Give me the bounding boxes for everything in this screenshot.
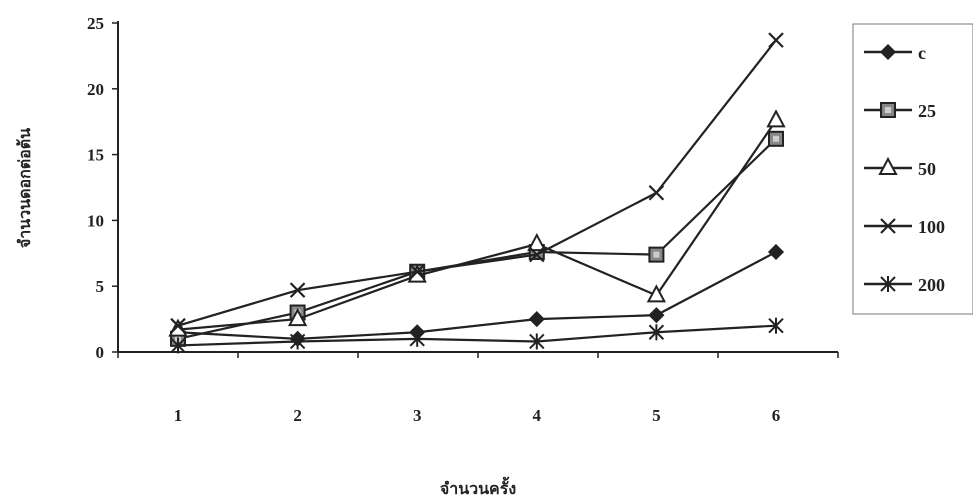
data-point — [287, 307, 308, 327]
series-line — [177, 251, 777, 340]
data-point — [768, 317, 784, 334]
x-tick-label: 3 — [413, 406, 422, 425]
data-point — [409, 330, 425, 347]
y-tick-label: 5 — [96, 277, 105, 296]
legend-label: 25 — [918, 101, 936, 121]
x-tick-label: 5 — [652, 406, 661, 425]
data-point — [648, 324, 665, 341]
x-tick-label: 6 — [772, 406, 781, 425]
x-axis-title: จำนวนครั้ง — [440, 476, 516, 498]
series-line — [177, 324, 777, 347]
data-point — [529, 246, 545, 263]
series-line — [177, 138, 777, 340]
y-tick-label: 20 — [87, 80, 104, 99]
data-point — [289, 282, 306, 298]
data-point — [768, 130, 784, 147]
data-point — [768, 32, 784, 48]
y-tick-label: 0 — [96, 343, 105, 362]
series-25 — [170, 130, 784, 347]
legend-item: 25 — [864, 101, 936, 121]
legend-marker — [878, 156, 898, 175]
series-200 — [170, 317, 784, 354]
series-line — [177, 119, 777, 331]
legend-item: 50 — [864, 156, 936, 179]
data-point — [527, 232, 547, 252]
legend-item: c — [864, 43, 926, 63]
data-point — [409, 263, 425, 280]
y-axis-title: จำนวนดอกต่อต้น — [15, 128, 34, 248]
data-point — [766, 109, 786, 128]
data-point — [648, 307, 665, 324]
x-tick-label: 1 — [174, 406, 183, 425]
legend-label: 100 — [918, 217, 945, 237]
x-tick-label: 2 — [293, 406, 302, 425]
y-tick-label: 15 — [87, 146, 104, 165]
x-tick-label: 4 — [533, 406, 542, 425]
legend: c 25 50 100 200 — [852, 23, 973, 315]
legend-label: 50 — [918, 159, 936, 179]
series-100 — [170, 32, 784, 334]
legend-marker — [880, 102, 896, 118]
data-point — [289, 333, 306, 350]
data-point — [646, 284, 667, 303]
data-point — [767, 243, 785, 261]
legend-marker — [880, 218, 896, 234]
y-tick-label: 10 — [87, 211, 104, 230]
legend-marker — [879, 43, 897, 61]
data-point — [528, 311, 545, 328]
data-point — [648, 184, 665, 201]
data-point — [529, 333, 545, 350]
series-layer — [168, 32, 786, 354]
y-tick-label: 25 — [87, 14, 104, 33]
series-50 — [168, 109, 786, 337]
series-line — [177, 39, 777, 327]
legend-item: 200 — [864, 275, 945, 295]
data-point — [170, 317, 186, 334]
legend-label: c — [918, 43, 926, 63]
legend-marker — [880, 276, 896, 292]
axes: 0 5 10 15 20 25 1 2 3 4 5 6 — [87, 14, 839, 425]
data-point — [170, 337, 186, 354]
data-point — [648, 246, 665, 263]
legend-label: 200 — [918, 275, 945, 295]
legend-item: 100 — [864, 217, 945, 237]
